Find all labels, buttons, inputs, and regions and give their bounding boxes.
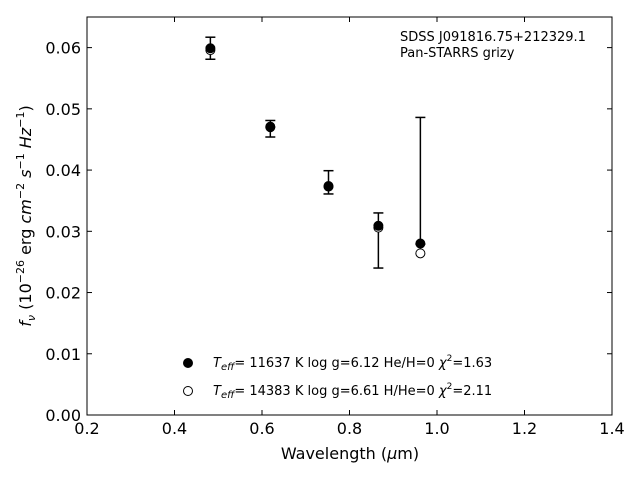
data-point-open bbox=[415, 248, 426, 259]
legend-label-1: Teff= 11637 K log g=6.12 He/H=0 χ2=1.63 bbox=[213, 354, 492, 373]
data-point-filled bbox=[205, 43, 216, 54]
annotation-line-1: SDSS J091816.75+212329.1 bbox=[400, 30, 586, 45]
y-tick-label: 0.04 bbox=[45, 161, 81, 180]
x-tick-label: 1.4 bbox=[599, 419, 624, 438]
x-tick-label: 0.6 bbox=[249, 419, 274, 438]
data-point-filled bbox=[373, 220, 384, 231]
data-point-filled bbox=[265, 122, 276, 133]
y-tick-label: 0.05 bbox=[45, 100, 81, 119]
x-axis-label: Wavelength (μm) bbox=[281, 444, 419, 463]
data-markers bbox=[205, 43, 426, 259]
y-tick-label: 0.02 bbox=[45, 284, 81, 303]
y-tick-label: 0.06 bbox=[45, 39, 81, 58]
legend-label-2: Teff= 14383 K log g=6.61 H/He=0 χ2=2.11 bbox=[213, 382, 492, 401]
y-tick-label: 0.00 bbox=[45, 406, 81, 425]
data-point-filled bbox=[323, 181, 334, 192]
axis-ticks: 0.2 0.4 0.6 0.8 1.0 1.2 1.4 0.00 0.01 0.02 0.03 0.0… bbox=[45, 17, 625, 438]
legend-marker-open bbox=[183, 386, 193, 396]
annotation-line-2: Pan-STARRS grizy bbox=[400, 46, 515, 61]
x-tick-label: 0.2 bbox=[74, 419, 99, 438]
legend-marker-filled bbox=[183, 358, 193, 368]
x-tick-label: 1.2 bbox=[512, 419, 537, 438]
plot-area bbox=[86, 16, 613, 416]
legend: Teff= 11637 K log g=6.12 He/H=0 χ2=1.63 … bbox=[183, 354, 492, 401]
data-point-filled bbox=[415, 238, 426, 249]
x-tick-label: 0.4 bbox=[162, 419, 187, 438]
y-tick-label: 0.01 bbox=[45, 345, 81, 364]
y-axis-label: fν (10−26 erg cm−2 s−1 Hz−1) bbox=[14, 105, 38, 326]
y-tick-label: 0.03 bbox=[45, 222, 81, 241]
x-tick-label: 1.0 bbox=[424, 419, 449, 438]
x-tick-label: 0.8 bbox=[337, 419, 362, 438]
